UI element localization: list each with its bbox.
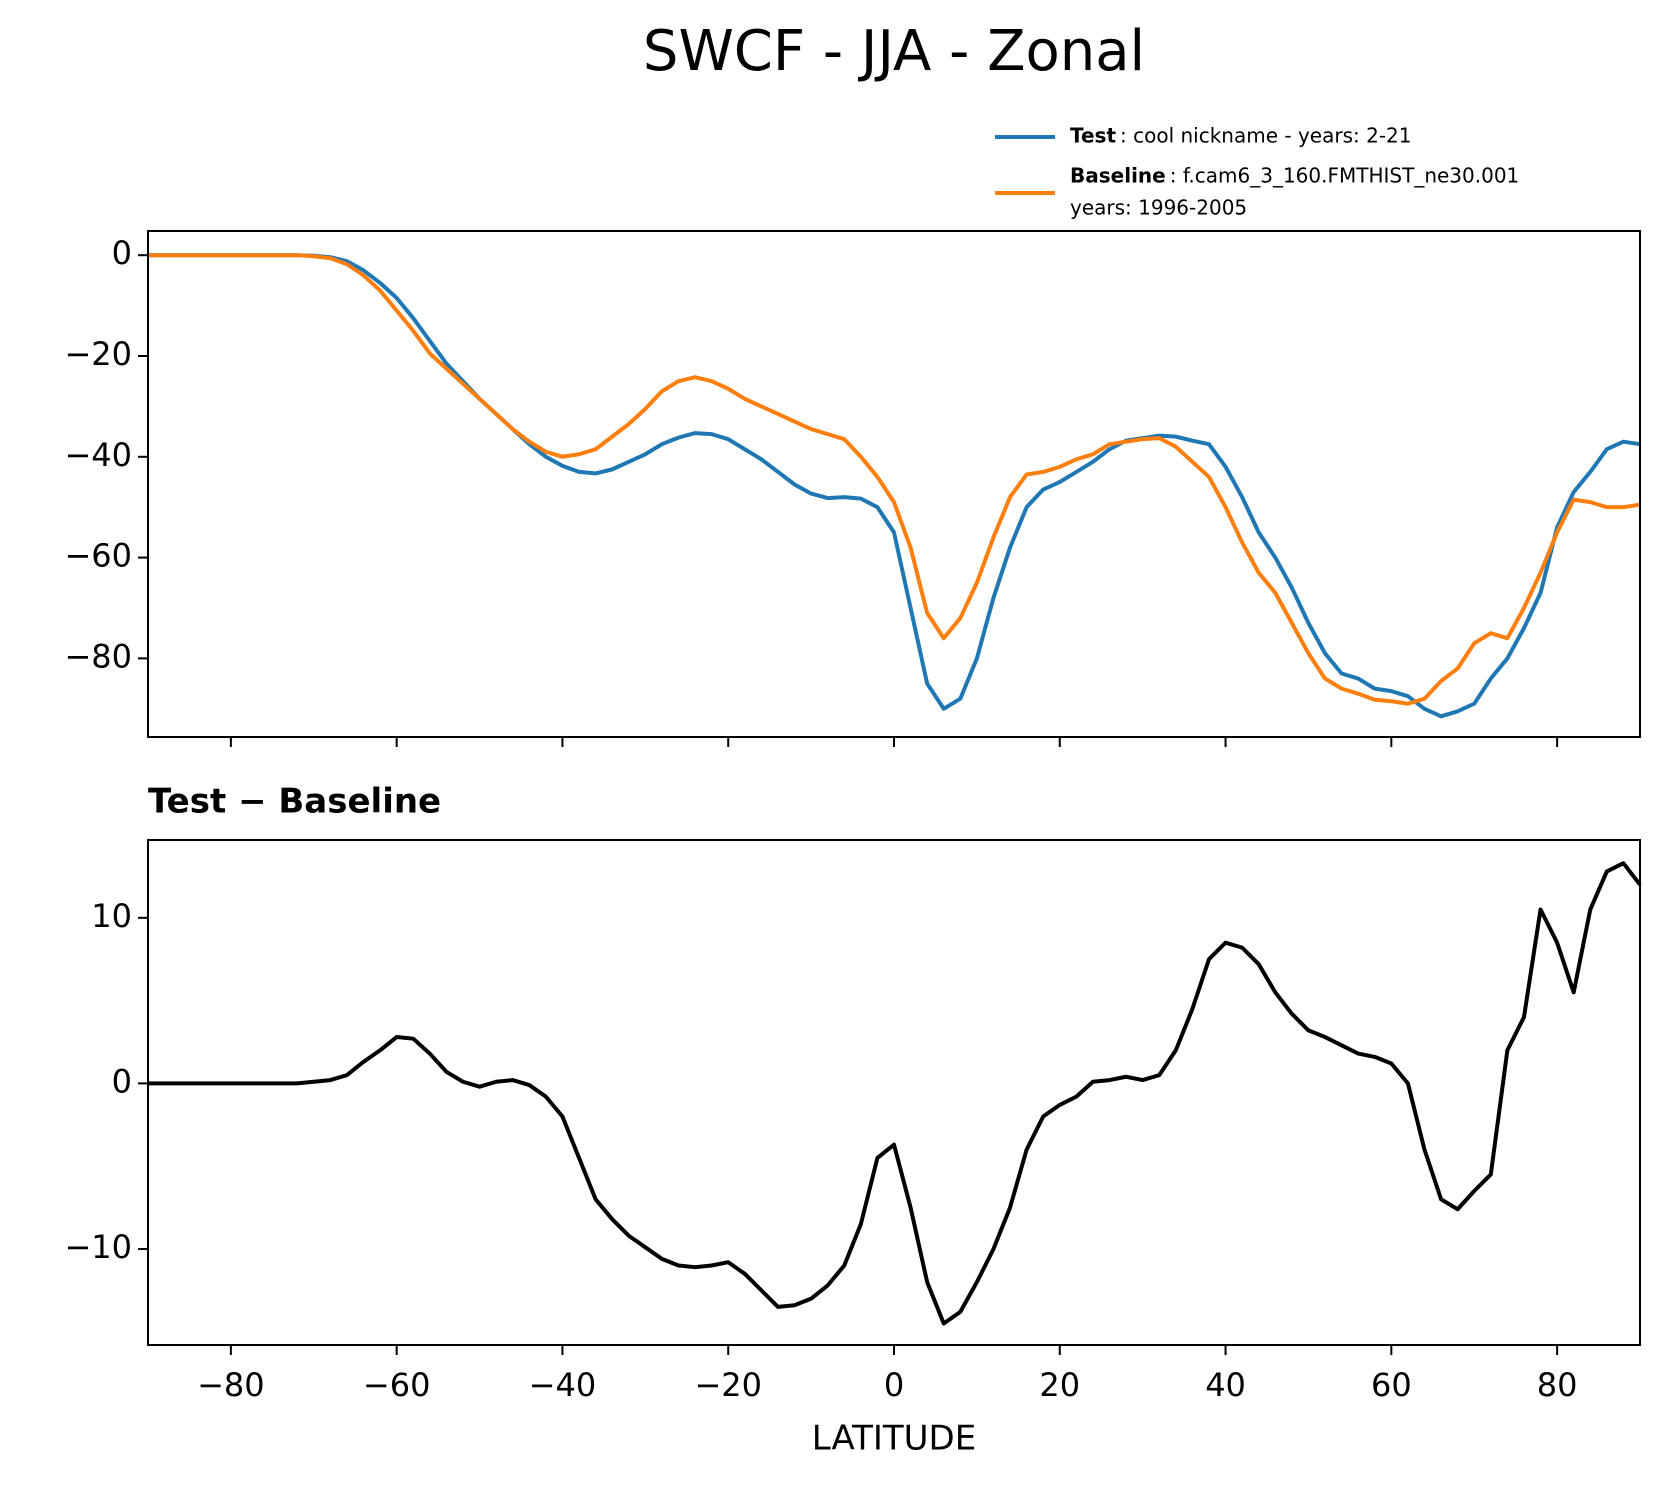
legend-name: Test [1070, 124, 1116, 148]
y-tick-label: −80 [64, 637, 132, 675]
x-tick-label: 40 [1205, 1366, 1246, 1404]
y-tick-label: −10 [64, 1228, 132, 1266]
axes-title: Test − Baseline [148, 782, 441, 822]
legend-text: : cool nickname - years: 2-21 [1120, 124, 1411, 148]
y-tick-label: 0 [112, 234, 132, 272]
axes-frame [147, 230, 1641, 738]
x-axis-label: LATITUDE [812, 1419, 976, 1459]
x-tick-label: 20 [1039, 1366, 1080, 1404]
axes-frame [147, 839, 1641, 1346]
data-line [148, 861, 1642, 1326]
y-tick-label: −60 [64, 537, 132, 575]
legend-name: Baseline [1070, 164, 1166, 188]
y-tick-label: 10 [91, 897, 132, 935]
x-tick-label: −20 [694, 1366, 762, 1404]
figure-title: SWCF - JJA - Zonal [643, 19, 1145, 84]
data-line [148, 253, 1641, 719]
x-tick-label: −80 [197, 1366, 265, 1404]
legend-text: years: 1996-2005 [1070, 196, 1247, 220]
data-line [148, 253, 1641, 706]
y-tick-label: −20 [64, 335, 132, 373]
x-tick-label: 0 [884, 1366, 904, 1404]
y-tick-label: 0 [112, 1062, 132, 1100]
x-tick-label: 60 [1371, 1366, 1412, 1404]
y-tick-label: −40 [64, 436, 132, 474]
x-tick-label: −60 [363, 1366, 431, 1404]
x-tick-label: 80 [1537, 1366, 1578, 1404]
legend-text: : f.cam6_3_160.FMTHIST_ne30.001 [1170, 164, 1520, 188]
x-tick-label: −40 [529, 1366, 597, 1404]
